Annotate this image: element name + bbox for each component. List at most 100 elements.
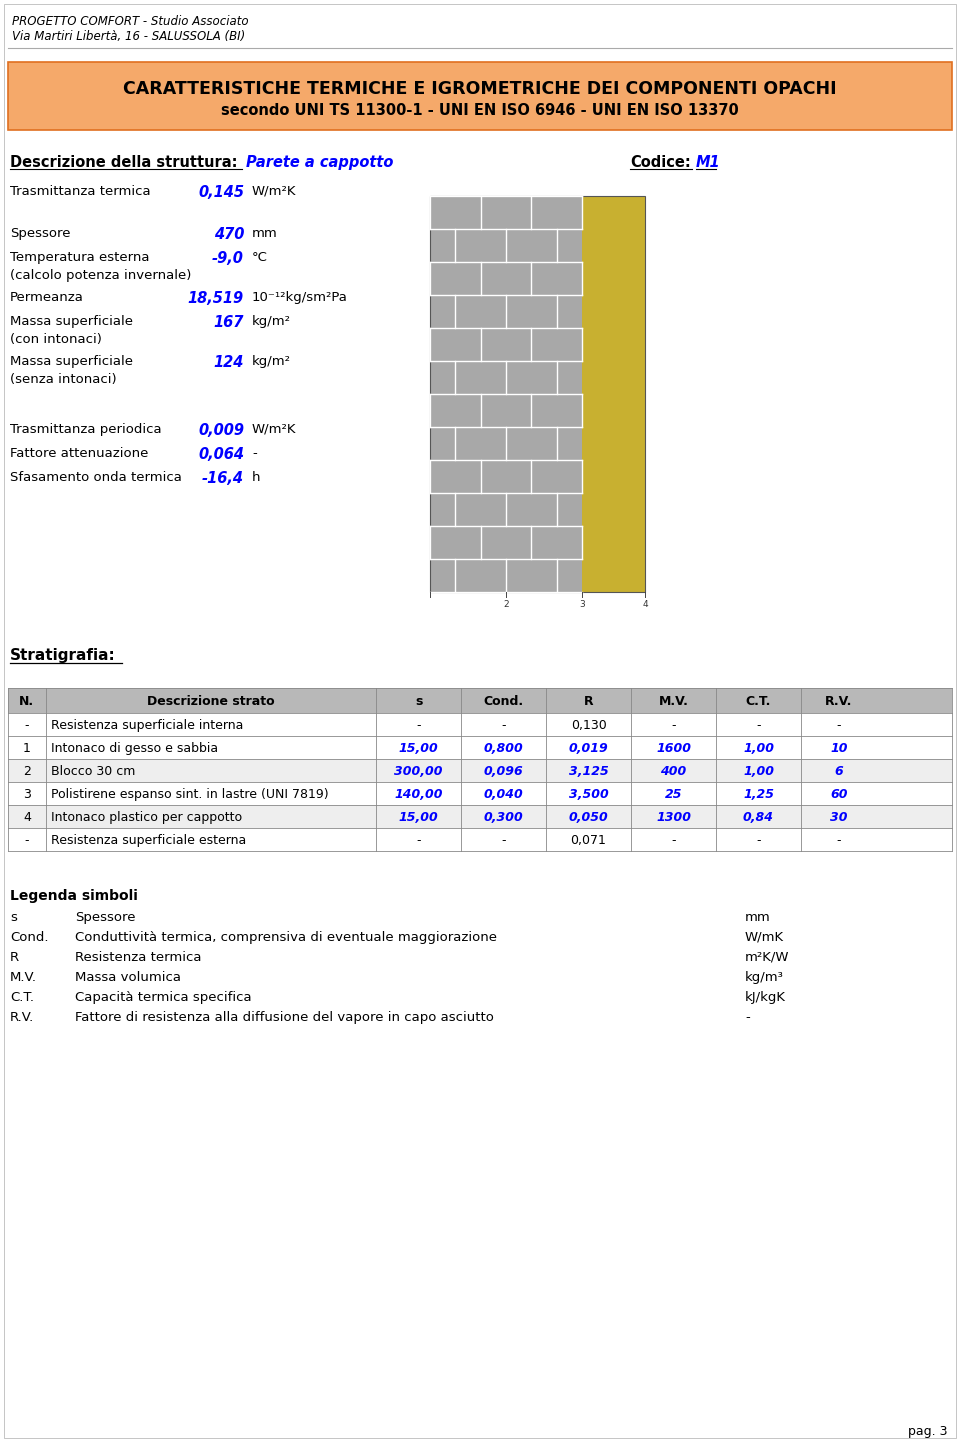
Text: 0,009: 0,009 [198,423,244,438]
Text: 10⁻¹²kg/sm²Pa: 10⁻¹²kg/sm²Pa [252,291,348,304]
Text: s: s [415,695,422,708]
Text: secondo UNI TS 11300-1 - UNI EN ISO 6946 - UNI EN ISO 13370: secondo UNI TS 11300-1 - UNI EN ISO 6946… [221,102,739,118]
Text: -: - [671,720,676,733]
Text: W/mK: W/mK [745,932,784,945]
Bar [582,196,645,593]
Text: 0,800: 0,800 [484,743,523,756]
Text: -: - [745,1011,750,1024]
Text: 1600: 1600 [656,743,691,756]
Text: W/m²K: W/m²K [252,423,297,435]
Text: Trasmittanza periodica: Trasmittanza periodica [10,423,161,435]
Text: 1,00: 1,00 [743,743,774,756]
Text: 4: 4 [642,600,648,609]
Text: Permeanza: Permeanza [10,291,84,304]
Text: M.V.: M.V. [10,970,37,983]
Text: -: - [501,720,506,733]
Text: Fattore attenuazione: Fattore attenuazione [10,447,149,460]
Text: 470: 470 [214,226,244,242]
Text: Parete a cappotto: Parete a cappotto [246,154,394,170]
Text: Cond.: Cond. [484,695,523,708]
Text: Legenda simboli: Legenda simboli [10,890,138,903]
Text: (con intonaci): (con intonaci) [10,333,102,346]
Text: 2: 2 [23,766,31,779]
Text: R: R [10,952,19,965]
Text: 2: 2 [503,600,509,609]
Text: N.: N. [19,695,35,708]
Text: 1300: 1300 [656,810,691,823]
Bar [8,758,952,782]
Text: 300,00: 300,00 [395,766,443,779]
Text: 167: 167 [214,314,244,330]
Text: -: - [671,833,676,846]
Text: M.V.: M.V. [659,695,688,708]
Text: 60: 60 [830,787,848,800]
Text: Resistenza superficiale esterna: Resistenza superficiale esterna [51,833,246,846]
Text: Resistenza termica: Resistenza termica [75,952,202,965]
Text: 25: 25 [664,787,683,800]
Text: s: s [10,911,17,924]
Text: -: - [836,833,841,846]
Text: Descrizione strato: Descrizione strato [147,695,275,708]
Text: 30: 30 [830,810,848,823]
Text: M1: M1 [696,154,721,170]
Text: Temperatura esterna: Temperatura esterna [10,251,150,264]
Text: 3: 3 [23,787,31,800]
Text: kg/m³: kg/m³ [745,970,784,983]
Text: -: - [501,833,506,846]
Text: 0,071: 0,071 [570,833,607,846]
Text: 124: 124 [214,355,244,371]
Bar [8,688,952,712]
Text: C.T.: C.T. [10,991,34,1004]
Text: (calcolo potenza invernale): (calcolo potenza invernale) [10,270,191,283]
Bar [8,782,952,805]
Bar [430,196,645,593]
Bar [8,805,952,828]
Text: 140,00: 140,00 [395,787,443,800]
Text: -: - [756,833,760,846]
Text: 15,00: 15,00 [398,743,439,756]
Text: Trasmittanza termica: Trasmittanza termica [10,185,151,198]
Text: Descrizione della struttura:: Descrizione della struttura: [10,154,237,170]
Text: Fattore di resistenza alla diffusione del vapore in capo asciutto: Fattore di resistenza alla diffusione de… [75,1011,493,1024]
Text: Intonaco di gesso e sabbia: Intonaco di gesso e sabbia [51,743,218,756]
Text: Massa superficiale: Massa superficiale [10,355,133,368]
Text: 0,096: 0,096 [484,766,523,779]
Text: Massa superficiale: Massa superficiale [10,314,133,327]
Text: -: - [25,720,29,733]
Text: pag. 3: pag. 3 [908,1425,948,1438]
Text: 10: 10 [830,743,848,756]
Text: -16,4: -16,4 [202,472,244,486]
Text: Blocco 30 cm: Blocco 30 cm [51,766,135,779]
Text: W/m²K: W/m²K [252,185,297,198]
Text: 0,050: 0,050 [568,810,609,823]
Text: Sfasamento onda termica: Sfasamento onda termica [10,472,181,485]
Text: 0,130: 0,130 [570,720,607,733]
Text: 4: 4 [23,810,31,823]
Text: Codice:: Codice: [630,154,691,170]
Text: C.T.: C.T. [746,695,771,708]
Text: 0,064: 0,064 [198,447,244,461]
Text: Cond.: Cond. [10,932,49,945]
Text: Conduttività termica, comprensiva di eventuale maggiorazione: Conduttività termica, comprensiva di eve… [75,932,497,945]
Text: 0,300: 0,300 [484,810,523,823]
Text: PROGETTO COMFORT - Studio Associato: PROGETTO COMFORT - Studio Associato [12,14,249,27]
Text: m²K/W: m²K/W [745,952,789,965]
Text: 3,125: 3,125 [568,766,609,779]
Text: R.V.: R.V. [10,1011,35,1024]
Text: -: - [417,720,420,733]
Text: 1,25: 1,25 [743,787,774,800]
Text: 1: 1 [23,743,31,756]
Text: CARATTERISTICHE TERMICHE E IGROMETRICHE DEI COMPONENTI OPACHI: CARATTERISTICHE TERMICHE E IGROMETRICHE … [123,79,837,98]
Text: -: - [252,447,256,460]
Text: 6: 6 [834,766,843,779]
Text: kg/m²: kg/m² [252,314,291,327]
Bar [8,735,952,758]
Text: 15,00: 15,00 [398,810,439,823]
Text: R.V.: R.V. [825,695,852,708]
Text: 1,00: 1,00 [743,766,774,779]
Text: -: - [25,833,29,846]
Text: h: h [252,472,260,485]
Text: Resistenza superficiale interna: Resistenza superficiale interna [51,720,243,733]
Text: -: - [417,833,420,846]
Bar [8,828,952,851]
